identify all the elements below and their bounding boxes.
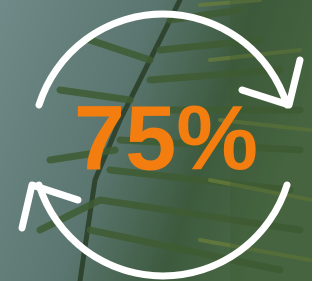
image: 75%	[0, 0, 312, 281]
page: 75% (() => { const data = JSON.parse(doc…	[0, 0, 312, 281]
percentage-label: 75%	[74, 87, 258, 189]
